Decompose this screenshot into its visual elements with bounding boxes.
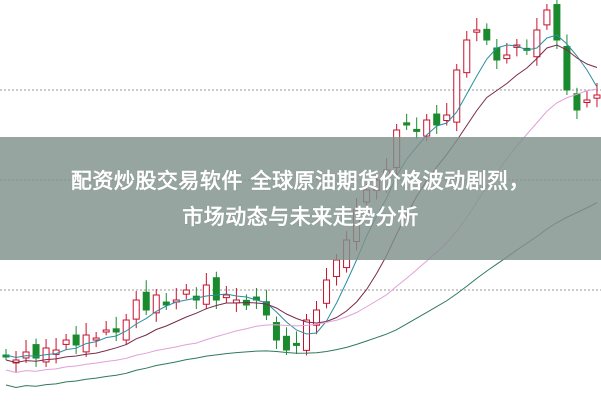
candle-body bbox=[483, 28, 491, 41]
candle-body bbox=[282, 335, 290, 351]
candle-body bbox=[563, 46, 571, 91]
headline-line-1: 配资炒股交易软件 全球原油期货价格波动剧烈， bbox=[70, 168, 531, 193]
candle-body bbox=[222, 294, 230, 299]
candle-body bbox=[112, 328, 120, 333]
headline-banner: 配资炒股交易软件 全球原油期货价格波动剧烈， 市场动态与未来走势分析 bbox=[0, 137, 601, 260]
candle-body bbox=[72, 334, 80, 346]
candle-body bbox=[573, 93, 581, 111]
candle-body bbox=[533, 29, 541, 58]
candle-body bbox=[62, 339, 70, 345]
candle-body bbox=[272, 322, 280, 341]
candle-body bbox=[32, 344, 40, 359]
candle-body bbox=[433, 113, 441, 126]
candle-body bbox=[313, 309, 321, 326]
candle-body bbox=[102, 329, 110, 333]
candle-body bbox=[583, 99, 591, 104]
candle-body bbox=[453, 69, 461, 123]
candle-body bbox=[303, 319, 310, 351]
candle-body bbox=[473, 29, 481, 33]
candle-body bbox=[593, 94, 601, 99]
candle-body bbox=[162, 301, 170, 306]
candle-body bbox=[292, 342, 300, 346]
candle-body bbox=[503, 54, 511, 60]
candle-body bbox=[463, 39, 471, 74]
candle-body bbox=[403, 122, 411, 126]
headline-line-2: 市场动态与未来走势分析 bbox=[182, 204, 419, 229]
candle-body bbox=[333, 259, 341, 278]
candle-body bbox=[212, 277, 220, 301]
candle-body bbox=[202, 284, 210, 305]
ma-line-short bbox=[5, 34, 598, 359]
candle-body bbox=[142, 291, 150, 311]
candle-body bbox=[543, 9, 551, 26]
candle-body bbox=[92, 337, 100, 341]
candle-body bbox=[423, 119, 431, 137]
candle-body bbox=[152, 294, 160, 314]
candle-body bbox=[182, 289, 190, 295]
candle-body bbox=[553, 4, 561, 41]
candle-body bbox=[22, 351, 30, 359]
candle-body bbox=[323, 279, 331, 304]
ma-line-mid bbox=[5, 44, 598, 364]
candle-body bbox=[132, 299, 140, 320]
ma-line-xlong bbox=[5, 202, 598, 389]
candle-body bbox=[443, 114, 451, 121]
candle-body bbox=[122, 319, 130, 341]
candle-body bbox=[262, 301, 270, 316]
candle-body bbox=[413, 128, 421, 132]
